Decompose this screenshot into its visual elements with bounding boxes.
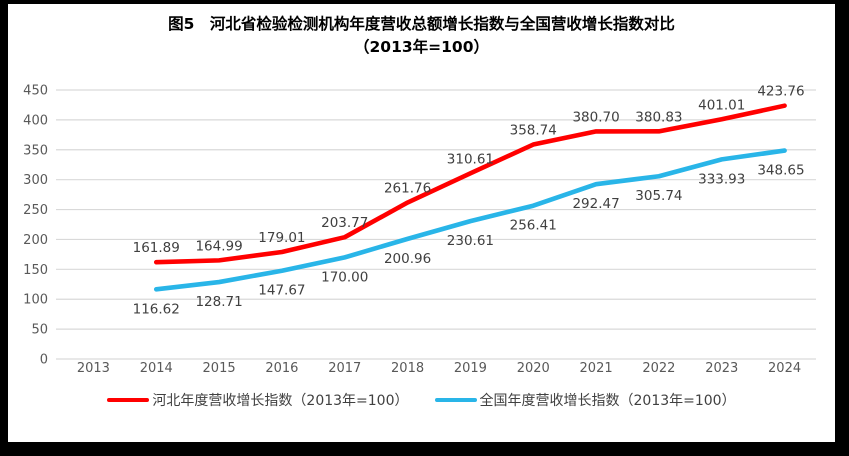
data-label: 333.93	[698, 171, 745, 187]
x-axis-tick-label: 2014	[140, 361, 173, 376]
data-label: 230.61	[447, 233, 494, 249]
y-axis-tick-label: 450	[23, 84, 48, 99]
data-label: 161.89	[133, 240, 180, 256]
hebei-line-swatch-icon	[107, 397, 150, 403]
x-axis-tick-label: 2013	[77, 361, 110, 376]
data-label: 358.74	[510, 123, 557, 139]
chart-title: 图5 河北省检验检测机构年度营收总额增长指数与全国营收增长指数对比 （2013年…	[8, 4, 835, 66]
x-axis-tick-label: 2017	[328, 361, 361, 376]
x-axis-tick-label: 2021	[580, 361, 613, 376]
chart-legend: 河北年度营收增长指数（2013年=100） 全国年度营收增长指数（2013年=1…	[8, 390, 835, 410]
chart-title-line2: （2013年=100）	[354, 38, 489, 56]
x-axis-tick-label: 2023	[705, 361, 738, 376]
line-chart-plot-area: 0 50 100 150 200 250 300 350 400 450 2013 2014 2015 2…	[23, 84, 816, 376]
data-label: 310.61	[447, 151, 494, 167]
data-label: 256.41	[510, 218, 557, 234]
data-label: 164.99	[195, 238, 242, 254]
legend-item-hebei[interactable]: 河北年度营收增长指数（2013年=100）	[107, 390, 409, 410]
y-axis-tick-label: 0	[40, 353, 48, 368]
series-line-0[interactable]	[153, 103, 787, 265]
y-axis-tick-label: 350	[23, 143, 48, 158]
y-axis-tick-label: 50	[31, 323, 48, 338]
y-axis-tick-label: 200	[23, 233, 48, 248]
data-label: 128.71	[195, 294, 242, 310]
y-axis-tick-label: 150	[23, 263, 48, 278]
y-axis-tick-label: 400	[23, 113, 48, 128]
data-label: 147.67	[258, 283, 305, 299]
data-label: 380.83	[635, 109, 682, 125]
y-axis-tick-label: 250	[23, 203, 48, 218]
data-label: 116.62	[133, 301, 180, 317]
legend-item-national[interactable]: 全国年度营收增长指数（2013年=100）	[434, 390, 736, 410]
national-line-swatch-icon	[434, 397, 477, 403]
data-label: 179.01	[258, 230, 305, 246]
x-axis-tick-label: 2018	[391, 361, 424, 376]
chart-canvas: 图5 河北省检验检测机构年度营收总额增长指数与全国营收增长指数对比 （2013年…	[8, 4, 835, 442]
y-axis-tick-label: 300	[23, 173, 48, 188]
data-label: 170.00	[321, 269, 368, 285]
legend-label-national: 全国年度营收增长指数（2013年=100）	[479, 393, 736, 409]
data-label: 401.01	[698, 97, 745, 113]
data-label: 203.77	[321, 215, 368, 231]
legend-label-hebei: 河北年度营收增长指数（2013年=100）	[152, 393, 409, 409]
data-label: 200.96	[384, 251, 431, 267]
data-label: 348.65	[757, 163, 804, 179]
x-axis-tick-label: 2024	[768, 361, 801, 376]
x-axis-tick-label: 2019	[454, 361, 487, 376]
x-axis-tick-label: 2022	[642, 361, 675, 376]
y-axis-tick-label: 100	[23, 293, 48, 308]
x-axis-tick-label: 2020	[517, 361, 550, 376]
x-axis-tick-label: 2015	[203, 361, 236, 376]
data-label: 423.76	[757, 84, 804, 100]
x-axis-tick-label: 2016	[265, 361, 298, 376]
data-label: 305.74	[635, 188, 682, 204]
data-label: 261.76	[384, 181, 431, 197]
chart-title-line1: 图5 河北省检验检测机构年度营收总额增长指数与全国营收增长指数对比	[168, 15, 675, 33]
data-label: 292.47	[572, 196, 619, 212]
series-line-1[interactable]	[153, 148, 787, 292]
data-label: 380.70	[572, 109, 619, 125]
